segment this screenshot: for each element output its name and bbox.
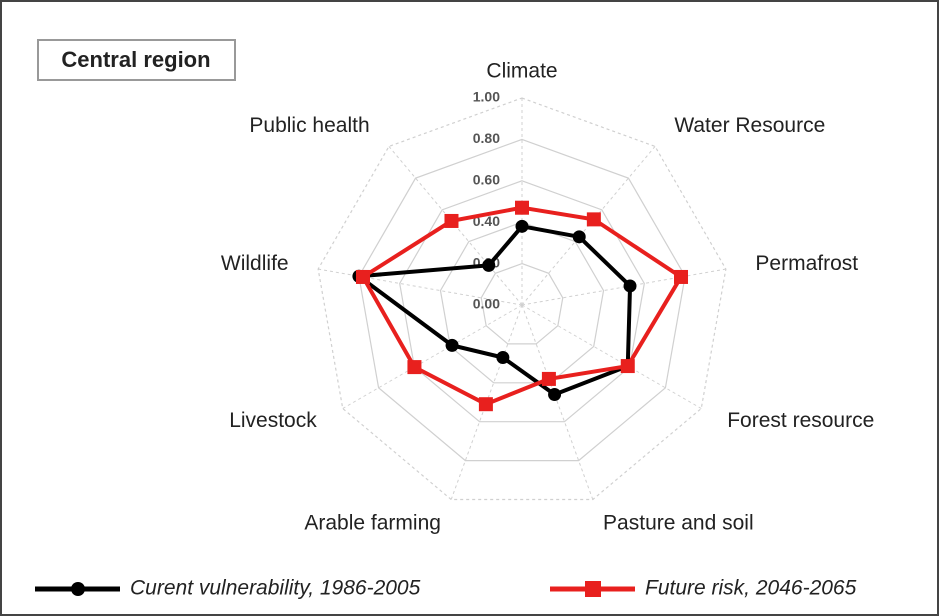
grid-ring [317, 97, 727, 501]
data-marker [515, 200, 529, 215]
legend-marker [585, 581, 601, 597]
tick-label: 0.00 [473, 296, 500, 312]
data-marker [572, 230, 586, 244]
data-marker [515, 219, 529, 233]
legend-label: Curent vulnerability, 1986-2005 [130, 577, 421, 600]
axis-spoke [521, 304, 594, 500]
data-marker [478, 397, 493, 412]
category-label: Public health [249, 114, 369, 137]
data-marker [407, 360, 422, 375]
chart-title: Central region [61, 47, 210, 72]
category-label: Water Resource [674, 114, 825, 137]
category-label: Livestock [229, 409, 317, 432]
data-marker [355, 269, 370, 284]
tick-label: 0.60 [473, 172, 500, 188]
category-label: Climate [486, 60, 557, 83]
axis-spoke [342, 304, 523, 409]
data-marker [541, 371, 556, 386]
data-marker [445, 338, 459, 352]
series-line [360, 205, 684, 407]
category-label: Arable farming [304, 511, 441, 534]
data-marker [444, 213, 459, 228]
category-label: Permafrost [755, 252, 858, 275]
axis-spoke [521, 304, 702, 409]
title-box [37, 39, 236, 81]
legend-label: Future risk, 2046-2065 [645, 577, 857, 600]
data-marker [496, 351, 510, 365]
data-marker [586, 212, 601, 227]
data-marker [548, 387, 562, 401]
series-line [353, 224, 633, 397]
category-label: Wildlife [221, 252, 289, 275]
grid-ring [480, 262, 564, 345]
legend-marker [71, 582, 85, 596]
grid-ring [399, 180, 645, 423]
category-label: Pasture and soil [603, 511, 754, 534]
data-marker [482, 258, 496, 272]
data-marker [620, 359, 635, 374]
category-label: Forest resource [727, 409, 874, 432]
data-marker [623, 279, 637, 293]
axis-spoke [318, 268, 523, 306]
grid-ring [439, 221, 605, 384]
tick-label: 0.80 [473, 130, 500, 146]
data-marker [674, 269, 689, 284]
grid-ring [358, 138, 686, 462]
tick-label: 1.00 [473, 89, 500, 105]
